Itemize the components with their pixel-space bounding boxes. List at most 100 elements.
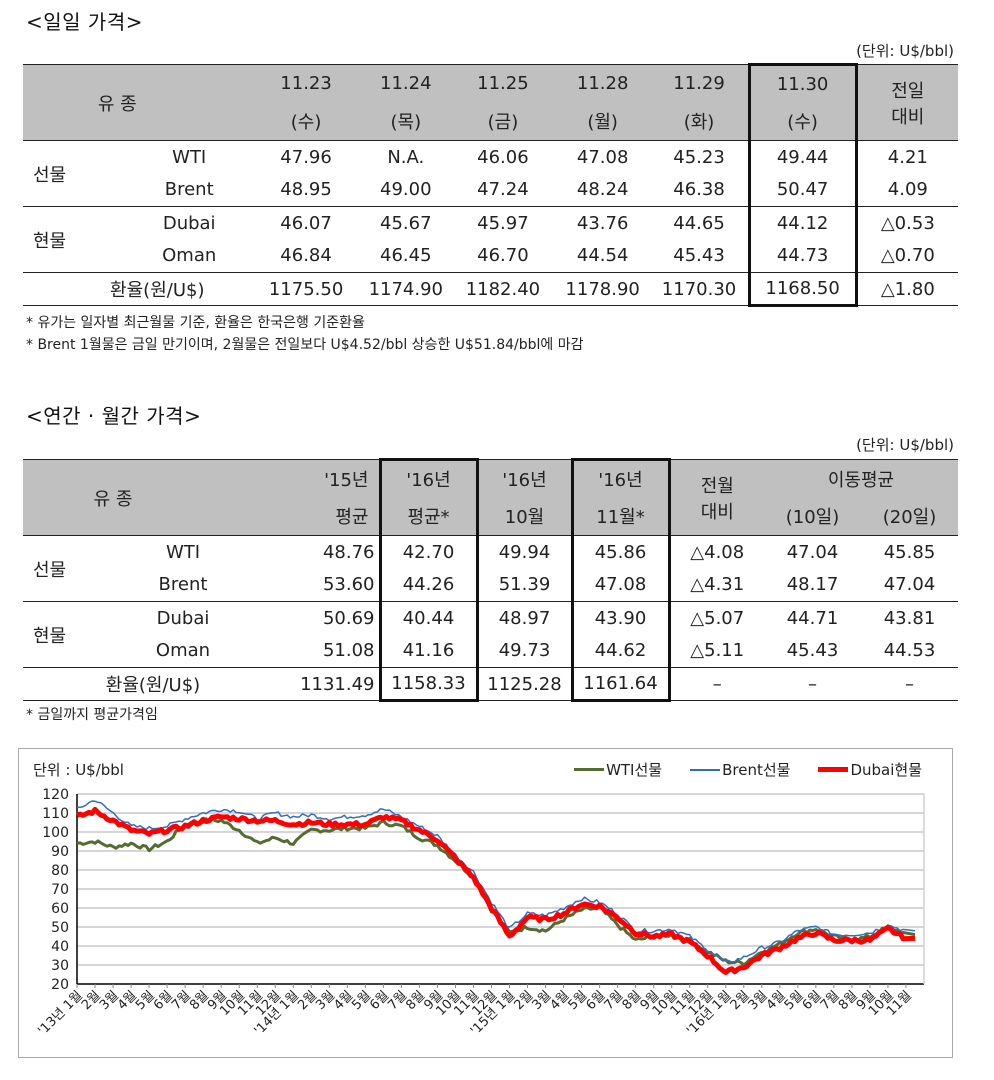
period-header-highlight: 11월* (570, 497, 671, 536)
daily-price-table: 유 종 11.23 11.24 11.25 11.28 11.29 11.30 … (23, 63, 958, 307)
date-header: 11.25 (477, 73, 529, 95)
moving-average-header: 이동평균 (827, 469, 895, 491)
price-cell: 47.08 (554, 140, 651, 174)
date-header: 11.29 (673, 73, 725, 95)
daily-note-2: * Brent 1월물은 금일 만기이며, 2월물은 전일보다 U$4.52/b… (26, 337, 584, 353)
table-row: 선물 WTI 47.96 N.A. 46.06 47.08 45.23 49.4… (23, 140, 958, 207)
product-name: WTI (126, 140, 252, 174)
ma20-cell: 47.04 (883, 574, 936, 596)
date-header: 11.23 (280, 73, 332, 95)
change-cell: △5.07 (669, 601, 764, 635)
svg-text:90: 90 (51, 844, 69, 860)
price-cell: 46.84 (280, 245, 332, 267)
price-cell: 53.60 (322, 574, 375, 596)
change-header: 전일 (891, 80, 925, 102)
daily-section-title: <일일 가격> (26, 10, 143, 34)
ma10-header: (10일) (785, 507, 840, 529)
fx-cell: 1178.90 (554, 272, 651, 306)
price-cell-highlight: 47.08 (570, 568, 671, 602)
periodic-price-table: 유 종 '15년 '16년 '16년 '16년 전월 대비 이동평균 평균 평균*… (23, 458, 958, 702)
price-cell: 47.24 (477, 179, 529, 201)
daily-unit-label: (단위: U$/bbl) (856, 42, 954, 60)
group-label-spot: 현물 (23, 206, 127, 273)
svg-text:50: 50 (51, 920, 69, 936)
day-header: (화) (683, 112, 715, 134)
fx-cell-highlight: 1161.64 (570, 667, 671, 702)
table-row: 현물 Dubai 46.07 45.67 45.97 43.76 44.65 4… (23, 206, 958, 273)
price-cell: 45.67 (360, 206, 451, 240)
price-cell-highlight: 44.62 (570, 634, 671, 668)
date-header: 11.24 (380, 73, 432, 95)
price-cell-highlight: 45.86 (570, 535, 671, 569)
svg-text:110: 110 (42, 806, 69, 822)
fx-label: 환율(원/U$) (23, 667, 243, 701)
period-header-highlight: 평균* (378, 497, 479, 536)
fx-cell: 1125.28 (477, 667, 572, 701)
date-header: 11.28 (576, 73, 629, 95)
svg-text:80: 80 (51, 863, 69, 879)
legend-label: Dubai현물 (850, 761, 922, 779)
chart-legend: WTI선물 Brent선물 Dubai현물 (574, 759, 922, 780)
chart-unit-label: 단위 : U$/bbl (33, 761, 124, 779)
change-header: 전월 대비 (669, 460, 764, 536)
price-cell: 43.76 (554, 206, 651, 240)
periodic-note: * 금일까지 평균가격임 (26, 707, 158, 723)
oil-price-chart: 단위 : U$/bbl WTI선물 Brent선물 Dubai현물 20 30 40… (18, 748, 953, 1058)
ma10-cell: 47.04 (764, 535, 861, 569)
table-row-fx: 환율(원/U$) 1175.50 1174.90 1182.40 1178.90… (23, 272, 958, 307)
table-row: Oman 46.84 46.45 46.70 44.54 45.43 44.73… (23, 239, 958, 273)
product-name: Dubai (123, 601, 243, 635)
svg-text:20: 20 (51, 977, 69, 993)
product-name: Brent (164, 179, 214, 201)
svg-text:40: 40 (51, 939, 69, 955)
period-header-highlight: '16년 (570, 458, 671, 498)
ma10-cell: 45.43 (786, 640, 839, 662)
periodic-section-title: <연간 · 월간 가격> (26, 404, 202, 428)
fx-cell: 1170.30 (650, 272, 750, 306)
day-header-highlight: (수) (747, 102, 858, 141)
change-cell: – (669, 667, 764, 701)
periodic-unit-label: (단위: U$/bbl) (856, 436, 954, 454)
price-cell-highlight: 44.73 (747, 239, 858, 273)
table-row-fx: 환율(원/U$) 1131.49 1158.33 1125.28 1161.64… (23, 667, 958, 702)
price-cell-highlight: 50.47 (747, 173, 858, 207)
change-header: 대비 (891, 106, 925, 128)
price-cell-highlight: 44.12 (747, 206, 858, 240)
price-cell-highlight: 41.16 (378, 634, 479, 668)
price-cell: 46.45 (380, 245, 432, 267)
change-header-line2: 대비 (700, 501, 734, 523)
price-cell: 46.70 (477, 245, 529, 267)
table-row: Brent 53.60 44.26 51.39 47.08 △4.31 48.1… (23, 568, 958, 602)
product-header: 유 종 (97, 93, 137, 115)
ma20-cell: 44.53 (883, 640, 936, 662)
day-header: (월) (587, 112, 618, 134)
price-cell: N.A. (360, 140, 451, 174)
product-name: WTI (123, 535, 243, 569)
ma20-cell: – (861, 667, 958, 701)
price-cell: 49.73 (498, 640, 551, 662)
ma10-cell: 44.71 (764, 601, 861, 635)
legend-item-dubai: Dubai현물 (818, 759, 922, 780)
group-label-futures: 선물 (23, 140, 127, 207)
table-row: Oman 51.08 41.16 49.73 44.62 △5.11 45.43… (23, 634, 958, 668)
ma10-cell: 48.17 (786, 574, 839, 596)
change-cell: △4.31 (690, 574, 745, 596)
fx-cell-highlight: 1158.33 (378, 667, 479, 702)
price-cell: 49.00 (380, 179, 432, 201)
fx-cell-highlight: 1168.50 (747, 272, 858, 307)
date-header-highlight: 11.30 (747, 63, 858, 103)
product-name: Brent (158, 574, 208, 596)
price-cell: 49.94 (477, 535, 572, 569)
product-name: Oman (155, 640, 211, 662)
day-header: (목) (390, 112, 422, 134)
price-cell: 45.23 (650, 140, 750, 174)
price-cell: 44.65 (650, 206, 750, 240)
svg-text:30: 30 (51, 958, 69, 974)
product-name: Oman (162, 245, 217, 267)
group-label-futures: 선물 (23, 535, 123, 602)
fx-cell: 1175.50 (251, 272, 361, 306)
price-cell: 44.54 (576, 245, 629, 267)
ma20-cell: 43.81 (861, 601, 958, 635)
ma20-cell: 45.85 (861, 535, 958, 569)
change-cell: △0.53 (856, 206, 958, 240)
